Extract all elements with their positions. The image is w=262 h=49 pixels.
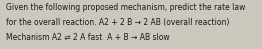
Text: Given the following proposed mechanism, predict the rate law: Given the following proposed mechanism, … — [6, 3, 245, 12]
Text: for the overall reaction. A2 + 2 B → 2 AB (overall reaction): for the overall reaction. A2 + 2 B → 2 A… — [6, 18, 229, 27]
Text: Mechanism A2 ⇌ 2 A fast  A + B → AB slow: Mechanism A2 ⇌ 2 A fast A + B → AB slow — [6, 33, 170, 42]
